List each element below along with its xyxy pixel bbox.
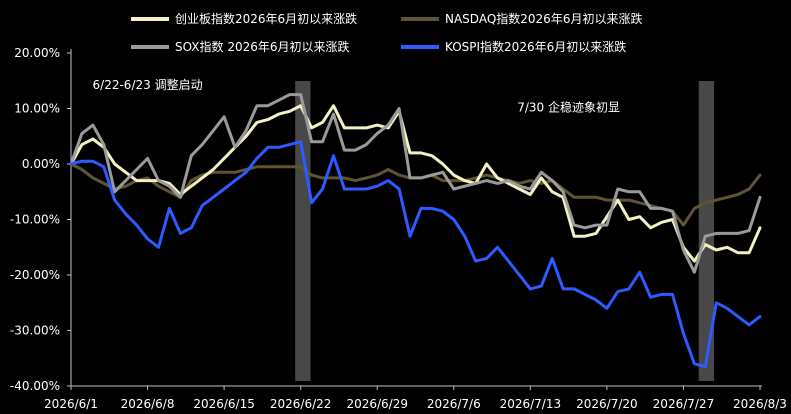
- x-tick-label: 2026/6/22: [270, 397, 332, 411]
- legend-label: SOX指数 2026年6月初以来涨跌: [175, 39, 350, 54]
- x-tick-label: 2026/6/29: [346, 397, 408, 411]
- x-tick-label: 2026/6/1: [44, 397, 98, 411]
- y-tick-label: -40.00%: [10, 379, 60, 393]
- shaded-band-1: [295, 81, 311, 381]
- series-line-3: [69, 93, 762, 274]
- tick-labels: 20.00% 10.00% 0.00% -10.00% -20.00% -30.00% -4…: [10, 46, 787, 411]
- y-tick-label: -20.00%: [10, 268, 60, 282]
- x-tick-label: 2026/8/3: [733, 397, 787, 411]
- series-line-4: [69, 140, 762, 369]
- x-tick-label: 2026/7/20: [576, 397, 638, 411]
- x-tick-label: 2026/6/8: [121, 397, 175, 411]
- shaded-band-2: [698, 81, 715, 381]
- x-tick-label: 2026/7/6: [427, 397, 481, 411]
- series-lines: [69, 93, 762, 369]
- y-tick-label: -30.00%: [10, 324, 60, 338]
- y-tick-label: 0.00%: [22, 157, 60, 171]
- y-tick-label: -10.00%: [10, 213, 60, 227]
- x-tick-label: 2026/7/13: [500, 397, 562, 411]
- legend-label: NASDAQ指数2026年6月初以来涨跌: [445, 11, 642, 26]
- shaded-bands: [295, 81, 715, 381]
- legend-label: KOSPI指数2026年6月初以来涨跌: [445, 39, 626, 54]
- y-tick-label: 20.00%: [14, 46, 60, 60]
- annotation-label: 6/22-6/23 调整启动: [93, 77, 203, 92]
- series-line-1: [69, 104, 762, 263]
- axes: [67, 49, 762, 390]
- x-tick-label: 2026/6/15: [193, 397, 255, 411]
- legend-label: 创业板指数2026年6月初以来涨跌: [175, 11, 357, 26]
- annotation-label: 7/30 企稳迹象初显: [517, 99, 620, 114]
- legend: 创业板指数2026年6月初以来涨跌 NASDAQ指数2026年6月初以来涨跌 SOX…: [131, 11, 642, 54]
- annotations: 6/22-6/23 调整启动 7/30 企稳迹象初显: [93, 77, 620, 114]
- y-tick-label: 10.00%: [14, 102, 60, 116]
- x-tick-label: 2026/7/27: [653, 397, 715, 411]
